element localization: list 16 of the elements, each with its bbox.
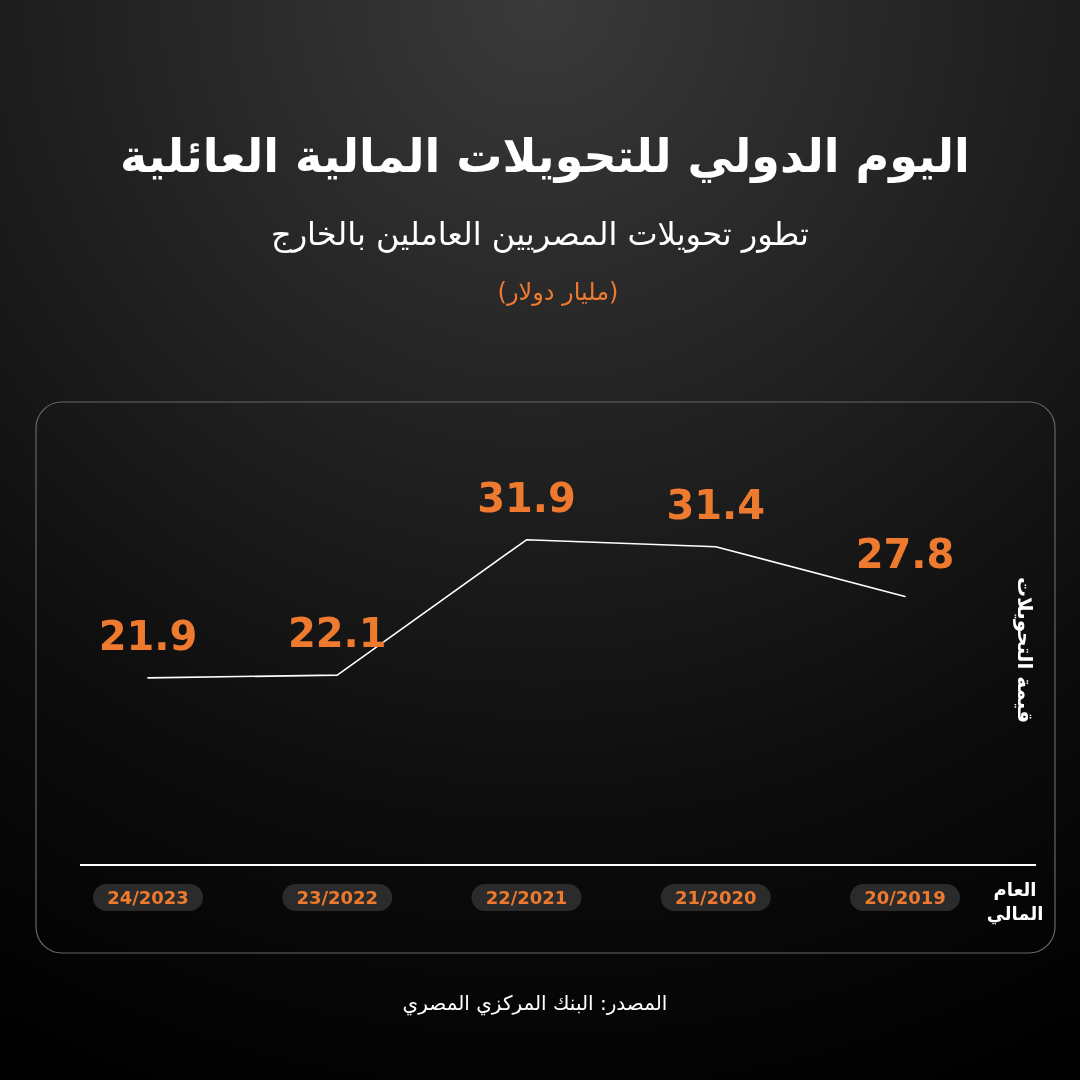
x-tick-label: 24/2023 <box>107 887 189 908</box>
data-label: 31.9 <box>477 474 576 521</box>
data-label: 22.1 <box>287 610 387 657</box>
x-tick-label: 23/2022 <box>296 887 379 908</box>
y-axis-title: قيمة التحويلات <box>1013 576 1037 724</box>
x-tick-label: 20/2019 <box>864 887 946 908</box>
data-label: 27.8 <box>855 531 955 578</box>
data-label: 21.9 <box>98 612 198 659</box>
x-tick-label: 22/2021 <box>485 887 568 908</box>
text: المصدر: البنك المركزي المصري <box>402 991 668 1016</box>
x-tick-label: 21/2020 <box>674 887 757 908</box>
text: (مليار دولار) <box>497 278 619 306</box>
chart-subtitle: تطور تحويلات المصريين العاملين بالخارج <box>270 215 810 253</box>
x-axis-title: العام المالي <box>986 879 1044 925</box>
data-label: 31.4 <box>666 481 766 528</box>
chart-title: اليوم الدولي للتحويلات المالية العائلية <box>120 129 970 183</box>
